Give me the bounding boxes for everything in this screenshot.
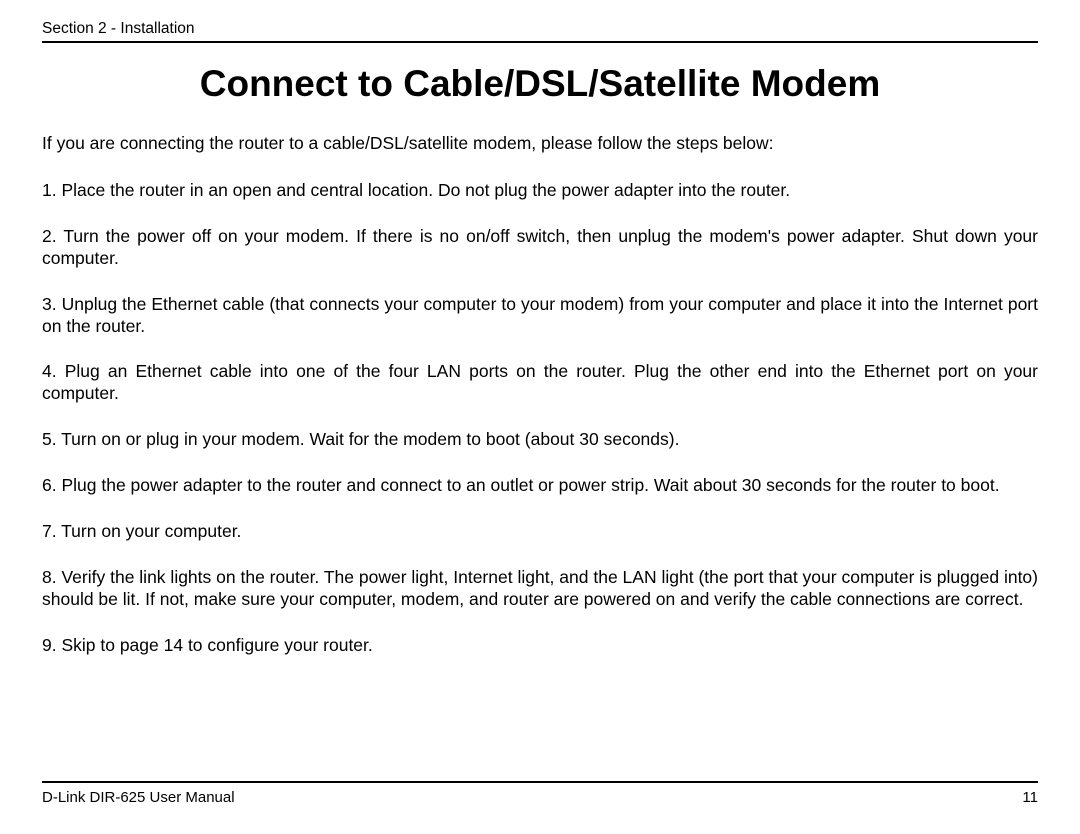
top-rule bbox=[42, 41, 1038, 43]
section-header: Section 2 - Installation bbox=[42, 20, 1038, 41]
step-1: 1. Place the router in an open and centr… bbox=[42, 180, 1038, 202]
intro-text: If you are connecting the router to a ca… bbox=[42, 133, 1038, 154]
step-3: 3. Unplug the Ethernet cable (that conne… bbox=[42, 294, 1038, 338]
footer-row: D-Link DIR-625 User Manual 11 bbox=[42, 789, 1038, 806]
page-title: Connect to Cable/DSL/Satellite Modem bbox=[42, 63, 1038, 105]
page-footer: D-Link DIR-625 User Manual 11 bbox=[42, 781, 1038, 806]
step-7: 7. Turn on your computer. bbox=[42, 521, 1038, 543]
step-5: 5. Turn on or plug in your modem. Wait f… bbox=[42, 429, 1038, 451]
bottom-rule bbox=[42, 781, 1038, 783]
step-4: 4. Plug an Ethernet cable into one of th… bbox=[42, 361, 1038, 405]
step-9: 9. Skip to page 14 to configure your rou… bbox=[42, 635, 1038, 657]
page-number: 11 bbox=[1022, 789, 1038, 806]
step-8: 8. Verify the link lights on the router.… bbox=[42, 567, 1038, 611]
step-2: 2. Turn the power off on your modem. If … bbox=[42, 226, 1038, 270]
manual-label: D-Link DIR-625 User Manual bbox=[42, 789, 235, 806]
step-6: 6. Plug the power adapter to the router … bbox=[42, 475, 1038, 497]
